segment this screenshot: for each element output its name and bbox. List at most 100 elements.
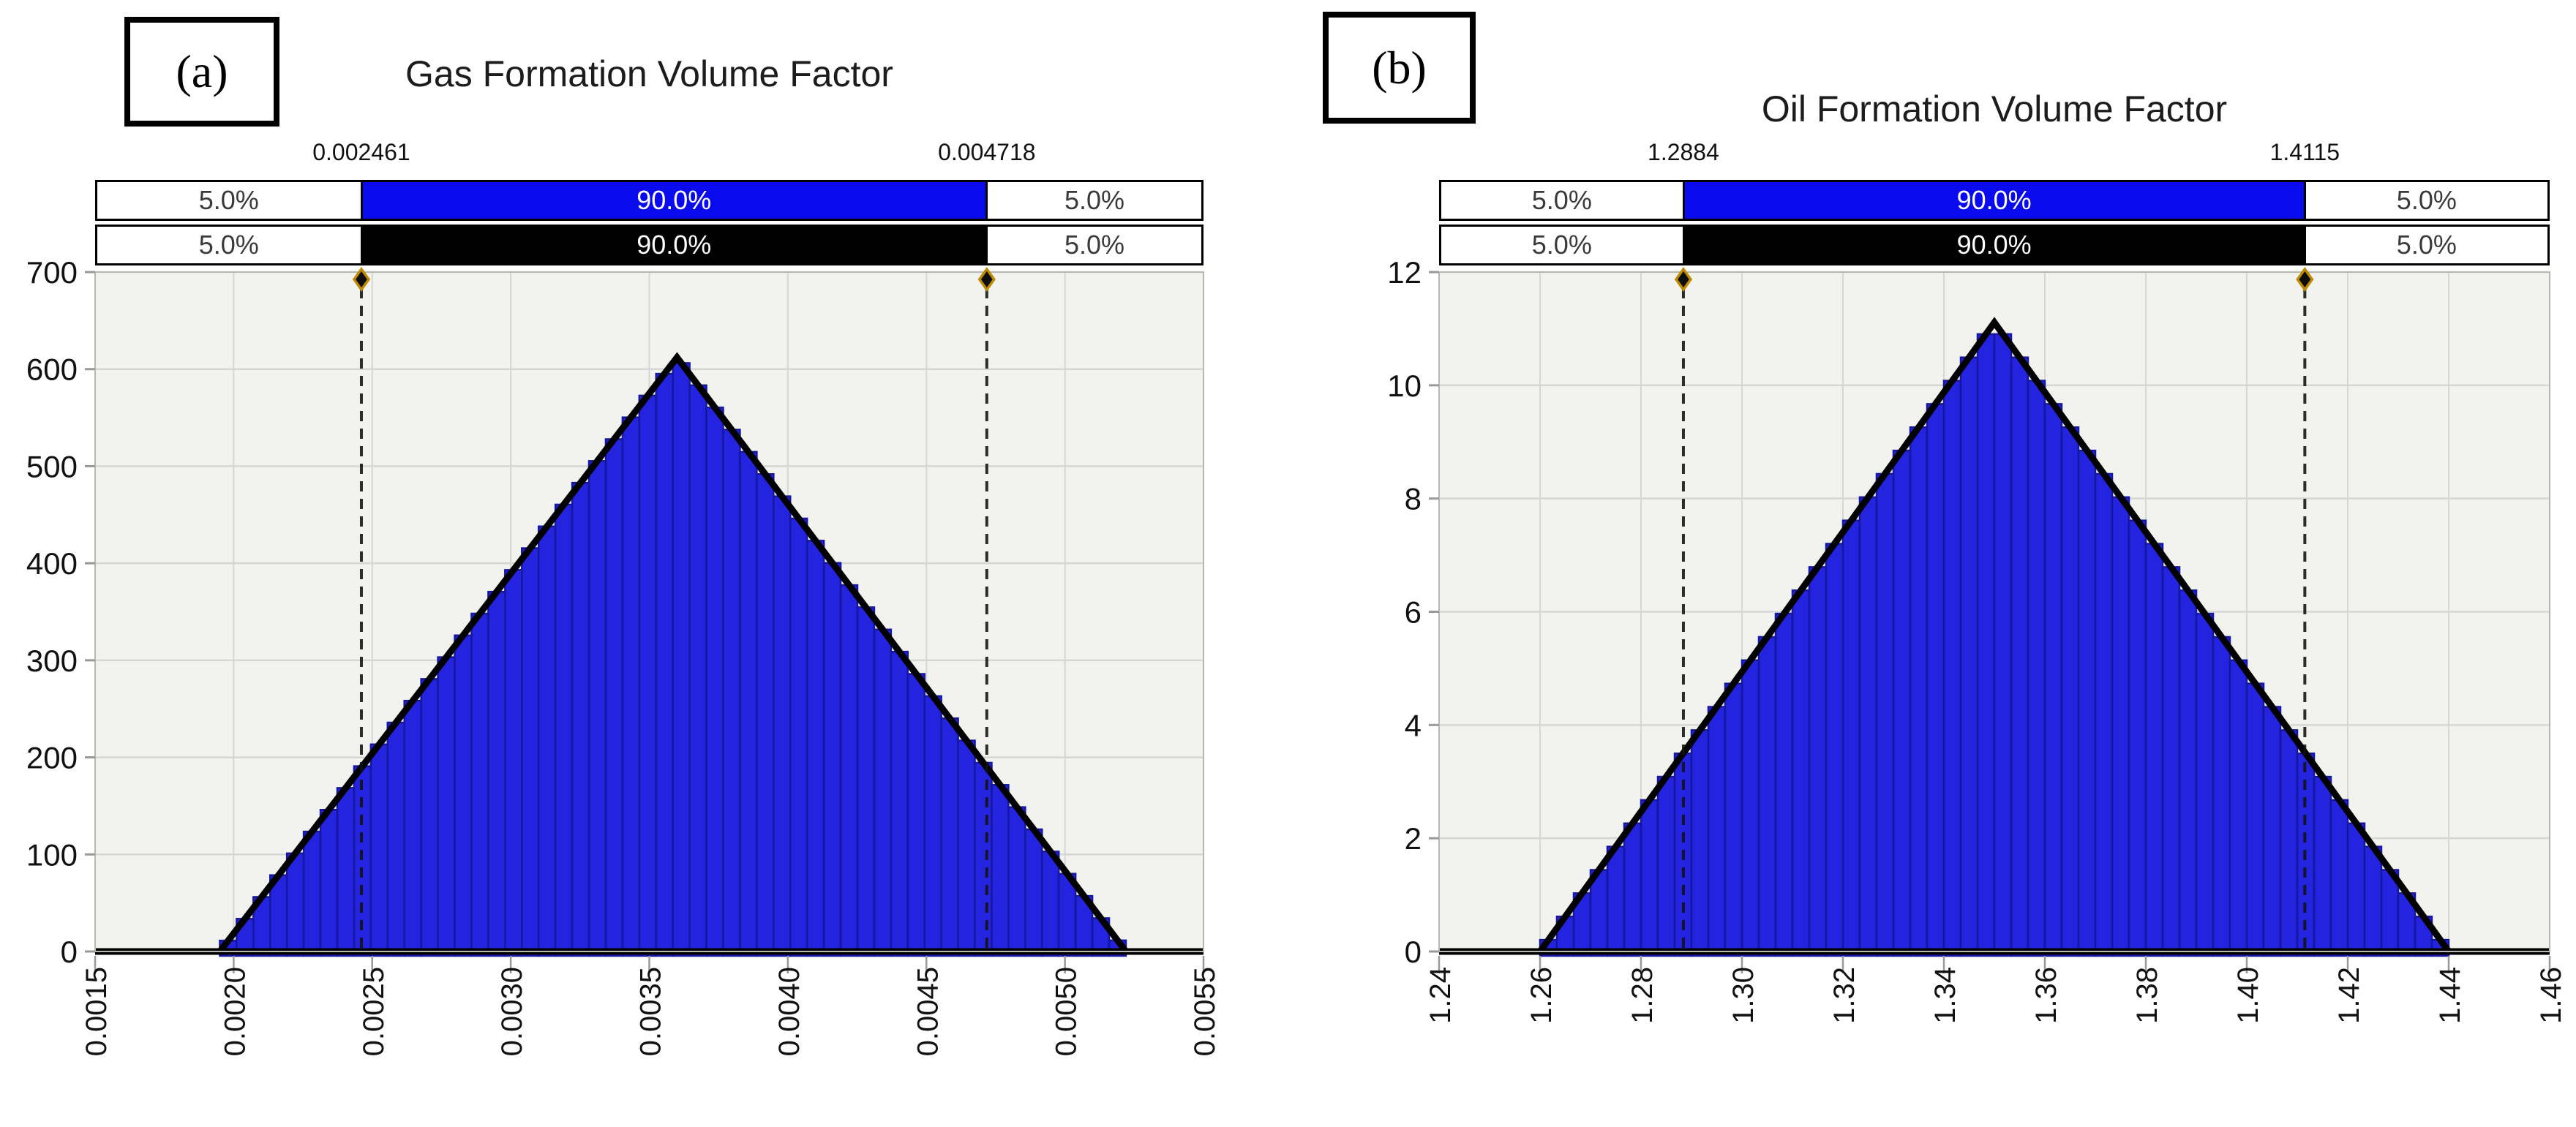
histogram-bar [906,673,925,957]
histogram-bar [587,460,607,957]
histogram-bar [554,503,574,957]
histogram-bar [1041,851,1060,957]
delimiter-diamond-icon[interactable] [1674,266,1693,293]
x-tick-label: 0.0050 [1051,967,1083,1056]
histogram-bar [2010,356,2029,957]
histogram-bar [1007,806,1026,957]
plot-frame [94,271,1204,952]
histogram-bar [638,394,658,957]
panel-label: (b) [1372,41,1427,94]
histogram-bar [1808,566,1828,957]
y-tick-label: 8 [1405,482,1422,516]
histogram-bar [1909,426,1929,957]
histogram-bar [1926,403,1945,957]
delimiter-diamond-icon[interactable] [352,266,371,293]
histogram-bar [839,584,859,957]
histogram-bar [806,540,825,957]
x-tick-label: 0.0025 [358,967,390,1056]
histogram-bar [722,429,741,957]
percentile-band-row-blue[interactable]: 5.0% 90.0% 5.0% [1439,180,2550,221]
histogram-bar [705,406,724,957]
histogram-bar [2212,636,2231,957]
histogram-bar [319,808,339,957]
band-left-percent: 5.0% [1441,182,1685,219]
histogram-bar [1875,472,1895,957]
histogram-bar [2279,729,2299,957]
histogram-bar [285,852,305,957]
band-left-percent: 5.0% [97,227,363,263]
delimiter-diamond-icon[interactable] [2296,266,2314,293]
histogram-bar [1959,356,1979,957]
y-tick-label: 600 [26,353,78,387]
histogram-bar [856,606,876,957]
delimiter-value-low: 0.002461 [312,139,410,165]
x-tick-label: 0.0015 [80,967,113,1056]
histogram-bar [1993,333,2013,957]
histogram-bar [386,721,405,957]
histogram-bar [2346,822,2366,957]
histogram-bar [655,372,674,957]
histogram-bar [2027,380,2046,957]
chart-panel-oil: 0 2 4 6 8 10 12 1.24 1.26 1.28 1.30 1.32 1.34 1.36 1.3… [1288,0,2576,1127]
chart-title: Gas Formation Volume Factor [405,53,893,94]
histogram-bar [1942,380,1962,957]
y-tick-label: 0 [61,935,78,969]
histogram-bar [923,695,942,957]
x-tick-label: 1.44 [2434,967,2466,1024]
histogram-bar [521,547,540,957]
band-right-percent: 5.0% [985,227,1201,263]
percentile-band: 5.0% 90.0% 5.0% 5.0% 90.0% 5.0% [1439,180,2550,269]
x-tick-label: 0.0040 [773,967,806,1056]
histogram-bar [1774,612,1794,957]
histogram-bar [2144,543,2164,957]
histogram-bar [369,743,389,957]
x-tick-label: 1.46 [2535,967,2567,1024]
percentile-band-row-black[interactable]: 5.0% 90.0% 5.0% [95,225,1203,265]
histogram-bar [940,717,959,957]
histogram-bar [688,384,707,957]
histogram-bar [2161,566,2181,957]
histogram-bar [420,678,439,957]
histogram-bar [2111,496,2130,957]
histogram-bar [974,761,993,957]
band-middle-percent: 90.0% [362,227,985,263]
histogram-bar [1623,822,1642,957]
band-left-percent: 5.0% [1441,227,1685,263]
y-tick-label: 12 [1387,255,1422,290]
y-tick-label: 0 [1405,935,1422,969]
histogram-bar [336,787,356,957]
y-tick-label: 400 [26,546,78,581]
y-tick-label: 6 [1405,595,1422,630]
y-tick-label: 300 [26,644,78,678]
histogram-bar [2178,589,2198,957]
histogram-bar [1825,543,1844,957]
x-tick-label: 0.0035 [635,967,667,1056]
histogram-bar [789,517,808,957]
x-tick-label: 1.26 [1525,967,1558,1024]
histogram-bar [1841,519,1861,957]
histogram-bar [437,656,456,957]
histogram-bar [470,612,489,957]
percentile-band-row-black[interactable]: 5.0% 90.0% 5.0% [1439,225,2550,265]
delimiter-diamond-icon[interactable] [977,266,996,293]
x-tick-label: 1.28 [1626,967,1659,1024]
histogram-bar [1656,775,1676,957]
panel-label-box-b: (b) [1323,12,1476,124]
histogram-bar [2245,682,2265,957]
histogram-bar [302,830,322,957]
histogram-bar [1640,799,1659,957]
band-right-percent: 5.0% [985,182,1201,219]
histogram-bar [454,634,473,957]
plot-svg-oil: 0 2 4 6 8 10 12 1.24 1.26 1.28 1.30 1.32 1.34 1.36 1.3… [1387,255,2567,1024]
histogram-bar [621,416,641,957]
band-middle-percent: 90.0% [362,182,985,219]
histogram-bar [1707,706,1727,957]
y-tick-label: 2 [1405,821,1422,856]
y-tick-label: 100 [26,837,78,872]
x-tick-label: 1.32 [1828,967,1860,1024]
histogram-bar [2077,449,2097,957]
histogram-bar [1976,333,1996,957]
delimiter-value-low: 1.2884 [1648,139,1719,165]
panel-label: (a) [176,45,228,97]
percentile-band-row-blue[interactable]: 5.0% 90.0% 5.0% [95,180,1203,221]
